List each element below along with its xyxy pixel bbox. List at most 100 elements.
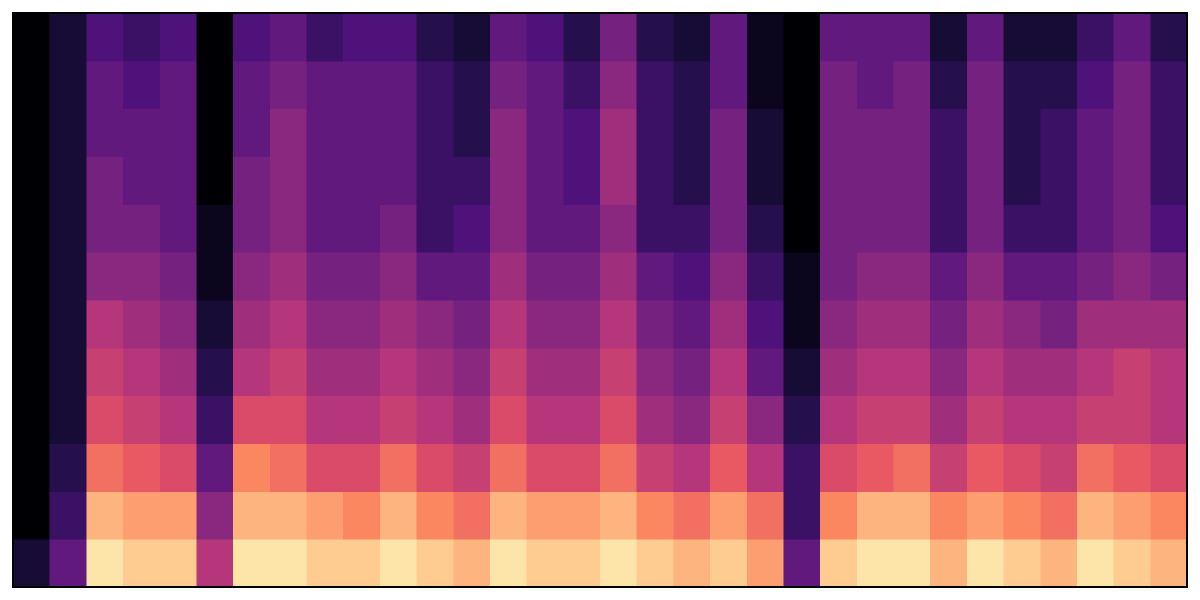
heatmap-cell <box>746 443 784 492</box>
heatmap-cell <box>526 539 564 588</box>
heatmap-cell <box>1040 300 1078 349</box>
heatmap-cell <box>820 443 858 492</box>
heatmap-cell <box>49 347 87 397</box>
heatmap-cell <box>746 204 784 253</box>
heatmap-cell <box>966 252 1005 301</box>
heatmap-cell <box>159 204 197 253</box>
heatmap-cell <box>233 60 271 110</box>
heatmap-cell <box>563 443 601 492</box>
heatmap-cell <box>196 539 234 588</box>
heatmap-cell <box>1150 252 1188 301</box>
heatmap-cell <box>269 395 307 444</box>
heatmap-cell <box>123 539 161 588</box>
heatmap-cell <box>416 443 454 492</box>
heatmap-cell <box>1076 347 1115 397</box>
heatmap-cell <box>526 156 564 205</box>
heatmap-cell <box>1003 13 1041 62</box>
heatmap-cell <box>343 108 381 157</box>
heatmap-cell <box>673 204 711 253</box>
heatmap-cell <box>930 156 968 205</box>
heatmap-cell <box>306 252 344 301</box>
heatmap-cell <box>416 539 454 588</box>
heatmap-cell <box>600 347 638 397</box>
heatmap-cell <box>893 13 931 62</box>
heatmap-cell <box>416 491 454 540</box>
heatmap-cell <box>526 443 564 492</box>
heatmap-cell <box>1040 252 1078 301</box>
heatmap-cell <box>746 13 784 62</box>
heatmap-cell <box>86 156 124 205</box>
heatmap-cell <box>1150 60 1188 110</box>
heatmap-cell <box>600 252 638 301</box>
heatmap-cell <box>783 443 821 492</box>
heatmap-cell <box>966 347 1005 397</box>
heatmap-cell <box>86 491 124 540</box>
heatmap-cell <box>379 204 418 253</box>
heatmap-cell <box>379 252 418 301</box>
heatmap-cell <box>159 347 197 397</box>
heatmap-cell <box>416 395 454 444</box>
heatmap-cell <box>636 300 674 349</box>
heatmap-cell <box>746 108 784 157</box>
heatmap-cell <box>159 539 197 588</box>
heatmap-cell <box>1150 395 1188 444</box>
heatmap-cell <box>526 300 564 349</box>
heatmap-cell <box>489 156 528 205</box>
heatmap-cell <box>526 204 564 253</box>
heatmap-cell <box>233 300 271 349</box>
heatmap-cell <box>306 204 344 253</box>
heatmap-cell <box>453 13 491 62</box>
heatmap-cell <box>233 156 271 205</box>
heatmap-cell <box>233 13 271 62</box>
heatmap-cell <box>1076 395 1115 444</box>
heatmap-cell <box>343 204 381 253</box>
heatmap-cell <box>306 13 344 62</box>
heatmap-cell <box>123 252 161 301</box>
heatmap-cell <box>893 156 931 205</box>
heatmap-cell <box>856 443 894 492</box>
heatmap-cell <box>453 156 491 205</box>
heatmap-cell <box>489 13 528 62</box>
heatmap-cell <box>1150 108 1188 157</box>
heatmap-cell <box>269 443 307 492</box>
heatmap-cell <box>453 108 491 157</box>
heatmap-cell <box>379 300 418 349</box>
heatmap-cell <box>343 347 381 397</box>
heatmap-cell <box>86 204 124 253</box>
heatmap-cell <box>1076 443 1115 492</box>
heatmap-cell <box>893 395 931 444</box>
heatmap-cell <box>453 491 491 540</box>
heatmap-cell <box>306 443 344 492</box>
heatmap-cell <box>159 300 197 349</box>
heatmap-cell <box>1113 300 1151 349</box>
heatmap-cell <box>86 60 124 110</box>
heatmap-cell <box>123 60 161 110</box>
heatmap-cell <box>196 443 234 492</box>
heatmap-cell <box>379 60 418 110</box>
heatmap-cell <box>123 300 161 349</box>
heatmap-cell <box>123 347 161 397</box>
heatmap-cell <box>563 539 601 588</box>
heatmap-cell <box>1113 443 1151 492</box>
heatmap-cell <box>710 443 748 492</box>
heatmap-cell <box>600 204 638 253</box>
heatmap-cell <box>820 204 858 253</box>
heatmap-cell <box>1076 13 1115 62</box>
heatmap-cell <box>563 13 601 62</box>
heatmap-cell <box>416 204 454 253</box>
heatmap-cell <box>489 347 528 397</box>
heatmap-cell <box>746 347 784 397</box>
heatmap-cell <box>159 443 197 492</box>
heatmap-cell <box>783 156 821 205</box>
heatmap-cell <box>893 252 931 301</box>
heatmap-cell <box>49 395 87 444</box>
heatmap-cell <box>196 60 234 110</box>
heatmap-cell <box>746 539 784 588</box>
heatmap-cell <box>746 156 784 205</box>
heatmap-cell <box>123 443 161 492</box>
heatmap-cell <box>673 108 711 157</box>
heatmap-cell <box>746 491 784 540</box>
heatmap-cell <box>930 395 968 444</box>
heatmap-cell <box>966 539 1005 588</box>
